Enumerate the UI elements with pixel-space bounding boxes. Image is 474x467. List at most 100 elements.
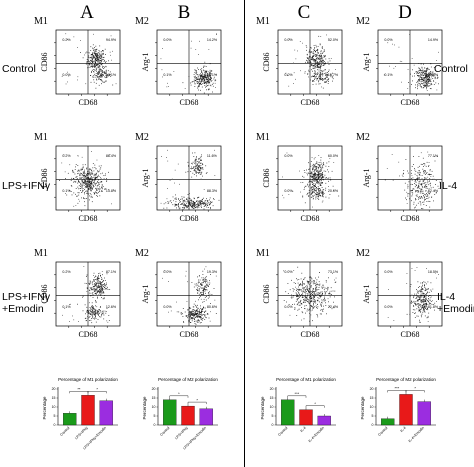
event-dot <box>420 80 422 82</box>
event-dot <box>163 207 165 209</box>
event-dot <box>91 307 93 308</box>
event-dot <box>65 178 66 179</box>
event-dot <box>312 65 314 66</box>
event-dot <box>421 307 423 309</box>
event-dot <box>98 76 100 78</box>
event-dot <box>196 82 198 84</box>
event-dot <box>92 48 94 50</box>
event-dot <box>329 291 331 293</box>
event-dot <box>93 50 95 52</box>
event-dot <box>318 292 320 294</box>
event-dot <box>419 174 421 176</box>
event-dot <box>321 58 322 59</box>
event-dot <box>421 78 422 80</box>
event-dot <box>187 281 188 283</box>
event-dot <box>183 200 184 201</box>
event-dot <box>209 320 211 322</box>
quadrant-value: 0.0% <box>284 189 293 193</box>
event-dot <box>200 168 201 169</box>
event-dot <box>198 299 199 301</box>
event-dot <box>80 186 81 187</box>
event-dot <box>99 189 100 191</box>
event-dot <box>320 62 322 64</box>
event-dot <box>415 304 416 305</box>
event-dot <box>301 285 303 286</box>
event-dot <box>208 75 210 77</box>
y-axis-label: Arg-1 <box>141 169 150 188</box>
event-dot <box>99 183 100 185</box>
event-dot <box>96 53 98 55</box>
event-dot <box>205 287 207 288</box>
event-dot <box>191 312 193 314</box>
event-dot <box>198 312 200 314</box>
event-dot <box>314 299 316 300</box>
event-dot <box>196 204 197 205</box>
event-dot <box>425 302 427 304</box>
event-dot <box>77 186 79 188</box>
event-dot <box>205 86 207 87</box>
event-dot <box>89 316 91 317</box>
event-dot <box>302 294 304 296</box>
event-dot <box>323 78 325 80</box>
event-dot <box>297 282 299 284</box>
event-dot <box>431 71 433 73</box>
event-dot <box>206 77 208 79</box>
event-dot <box>312 75 313 77</box>
event-dot <box>425 295 427 297</box>
event-dot <box>67 71 68 73</box>
event-dot <box>97 72 99 73</box>
bar <box>63 413 77 426</box>
event-dot <box>407 88 409 89</box>
row-label-lps-ifng-emodin-text: LPS+IFNγ +Emodin <box>2 291 51 315</box>
event-dot <box>77 170 79 172</box>
event-dot <box>199 171 201 173</box>
event-dot <box>204 312 205 313</box>
event-dot <box>205 77 207 78</box>
event-dot <box>309 300 311 302</box>
event-dot <box>301 303 303 305</box>
event-dot <box>414 303 416 304</box>
event-dot <box>204 200 206 202</box>
event-dot <box>307 281 309 283</box>
event-dot <box>422 300 424 302</box>
event-dot <box>320 175 321 176</box>
event-dot <box>417 179 418 181</box>
event-dot <box>88 181 89 183</box>
event-dot <box>162 76 163 78</box>
event-dot <box>198 79 200 80</box>
event-dot <box>92 180 94 182</box>
event-dot <box>201 154 202 156</box>
significance-mark: *** <box>395 386 400 391</box>
event-dot <box>173 71 175 72</box>
event-dot <box>330 58 332 59</box>
event-dot <box>328 197 330 199</box>
event-dot <box>420 82 422 84</box>
event-dot <box>97 277 99 279</box>
event-dot <box>316 294 318 295</box>
event-dot <box>91 151 92 152</box>
event-dot <box>333 307 335 309</box>
event-dot <box>194 321 195 322</box>
event-dot <box>287 293 289 294</box>
event-dot <box>101 190 103 191</box>
event-dot <box>76 178 78 179</box>
event-dot <box>423 183 425 184</box>
event-dot <box>407 170 408 172</box>
event-dot <box>320 295 322 297</box>
event-dot <box>317 62 318 64</box>
event-dot <box>179 183 180 185</box>
event-dot <box>100 68 101 70</box>
event-dot <box>307 73 309 75</box>
event-dot <box>195 77 197 79</box>
event-dot <box>198 84 200 86</box>
event-dot <box>201 86 203 88</box>
event-dot <box>320 304 322 306</box>
bar-y-tick-label: 15 <box>370 396 374 400</box>
event-dot <box>83 175 85 177</box>
event-dot <box>425 198 427 199</box>
event-dot <box>321 60 323 61</box>
event-dot <box>103 56 105 58</box>
event-dot <box>111 203 112 205</box>
event-dot <box>298 289 299 291</box>
event-dot <box>313 185 315 186</box>
